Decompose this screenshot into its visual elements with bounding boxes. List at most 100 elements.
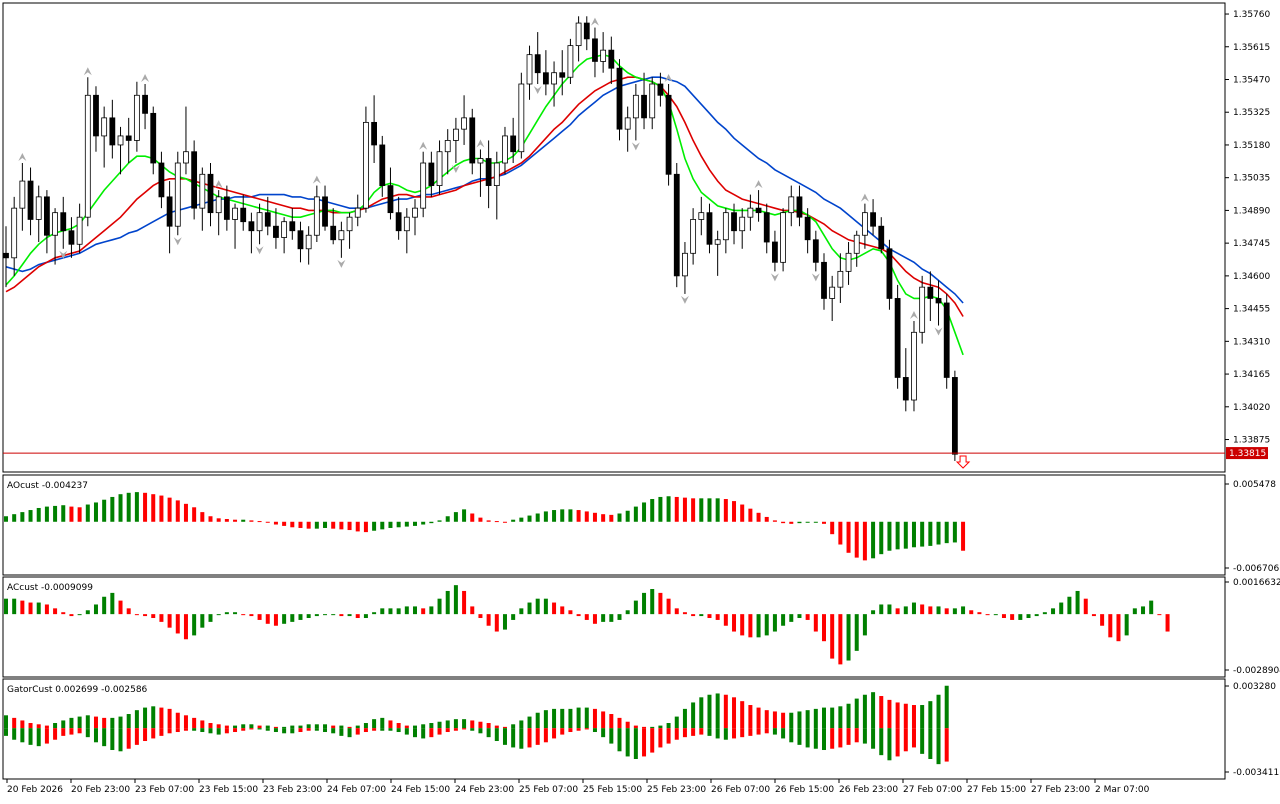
ao-bar bbox=[486, 520, 491, 522]
gator-upper-bar bbox=[208, 723, 213, 729]
gator-label: GatorCust 0.002699 -0.002586 bbox=[7, 685, 148, 695]
ac-bar bbox=[502, 614, 507, 630]
candle-body bbox=[575, 22, 582, 47]
ao-bar bbox=[355, 521, 360, 532]
ac-bar bbox=[445, 590, 450, 615]
ac-bar bbox=[216, 614, 221, 616]
gator-lower-bar bbox=[4, 728, 8, 736]
ao-bar bbox=[502, 521, 507, 523]
candle-body bbox=[395, 212, 402, 232]
gator-lower-bar bbox=[576, 728, 581, 731]
gator-upper-bar bbox=[224, 725, 229, 729]
gator-lower-bar bbox=[233, 728, 238, 733]
ao-bar bbox=[756, 512, 761, 522]
gator-upper-bar bbox=[560, 708, 565, 729]
ac-bar bbox=[372, 612, 377, 615]
candle-body bbox=[444, 140, 451, 153]
gator-lower-bar bbox=[53, 728, 58, 740]
gator-lower-bar bbox=[363, 728, 368, 733]
ac-bar bbox=[977, 612, 982, 615]
gator-upper-bar bbox=[282, 726, 287, 729]
price-tick-label: 1.34310 bbox=[1233, 337, 1270, 347]
candle-body bbox=[665, 94, 672, 175]
ac-bar bbox=[1051, 608, 1056, 615]
price-tick-label: 1.35325 bbox=[1233, 108, 1270, 118]
ac-bar bbox=[200, 614, 205, 628]
ao-bar bbox=[903, 521, 908, 549]
candle-body bbox=[485, 158, 492, 186]
ac-bar bbox=[732, 614, 737, 632]
gator-pane[interactable] bbox=[2, 678, 1226, 780]
ac-bar bbox=[143, 614, 148, 617]
ao-bar bbox=[413, 521, 417, 526]
gator-lower-bar bbox=[789, 728, 794, 743]
fractal-down-icon bbox=[680, 295, 689, 304]
ac-bar bbox=[1132, 608, 1137, 615]
gator-upper-bar bbox=[183, 715, 188, 729]
gator-lower-bar bbox=[511, 728, 516, 748]
gator-lower-bar bbox=[920, 728, 925, 754]
ac-bar bbox=[1157, 614, 1162, 616]
candle-body bbox=[534, 54, 541, 74]
ac-bar bbox=[911, 602, 916, 615]
gator-upper-bar bbox=[732, 697, 737, 729]
ao-bar bbox=[519, 517, 524, 522]
time-tick-label: 25 Feb 07:00 bbox=[519, 785, 578, 795]
ao-pane[interactable] bbox=[2, 474, 1226, 576]
gator-lower-bar bbox=[413, 728, 417, 738]
time-tick-label: 24 Feb 07:00 bbox=[327, 785, 386, 795]
ao-bar bbox=[789, 521, 794, 524]
ao-label: AOcust -0.004237 bbox=[7, 481, 88, 491]
ac-bar bbox=[404, 606, 409, 615]
ac-bar bbox=[1100, 614, 1105, 626]
ao-bar bbox=[12, 514, 17, 522]
gator-lower-bar bbox=[543, 728, 548, 743]
gator-upper-bar bbox=[77, 716, 82, 729]
candle-body bbox=[338, 230, 345, 241]
candle-body bbox=[101, 117, 108, 137]
axis-layer: 1.35760 1.35615 1.35470 1.35325 1.35180 1.350… bbox=[6, 10, 1280, 795]
ac-bar bbox=[1091, 614, 1096, 617]
main-pane[interactable] bbox=[2, 2, 1226, 473]
time-tick-label: 2 Mar 07:00 bbox=[1095, 785, 1150, 795]
time-tick-label: 20 Feb 2026 bbox=[7, 785, 63, 795]
ac-bar bbox=[494, 614, 499, 632]
ao-bar bbox=[642, 502, 647, 522]
ao-bar bbox=[445, 516, 450, 522]
ac-bar bbox=[903, 606, 908, 615]
price-tick-label: 1.34455 bbox=[1233, 305, 1270, 315]
gator-upper-bar bbox=[748, 705, 753, 729]
gator-upper-bar bbox=[478, 721, 483, 729]
gator-upper-bar bbox=[936, 694, 941, 729]
ao-bar bbox=[854, 521, 859, 558]
gator-lower-bar bbox=[478, 728, 483, 734]
ao-bar bbox=[437, 520, 442, 522]
gator-upper-bar bbox=[715, 693, 720, 729]
gator-lower-bar bbox=[175, 728, 180, 733]
time-tick-label: 27 Feb 23:00 bbox=[1031, 785, 1090, 795]
ac-bar bbox=[93, 604, 98, 615]
ac-bar bbox=[781, 614, 786, 626]
candle-body bbox=[772, 241, 778, 263]
ac-bar bbox=[830, 614, 835, 659]
ao-bar bbox=[61, 505, 66, 522]
ao-bar bbox=[658, 496, 663, 522]
candle-body bbox=[52, 212, 58, 236]
candle-body bbox=[804, 216, 811, 241]
ac-bar bbox=[1018, 614, 1023, 620]
ao-bar bbox=[511, 519, 516, 522]
ac-bar bbox=[1026, 614, 1031, 619]
gator-upper-bar bbox=[862, 694, 867, 729]
ac-bar bbox=[789, 614, 794, 622]
candle-body bbox=[76, 216, 83, 245]
ac-bar bbox=[470, 606, 475, 615]
ac-pane[interactable] bbox=[2, 576, 1226, 678]
gator-lower-bar bbox=[192, 728, 197, 731]
candle-body bbox=[583, 22, 590, 40]
ac-bar bbox=[1149, 600, 1154, 615]
gator-lower-bar bbox=[879, 728, 884, 756]
gator-upper-bar bbox=[813, 708, 818, 729]
time-tick-label: 23 Feb 07:00 bbox=[135, 785, 194, 795]
